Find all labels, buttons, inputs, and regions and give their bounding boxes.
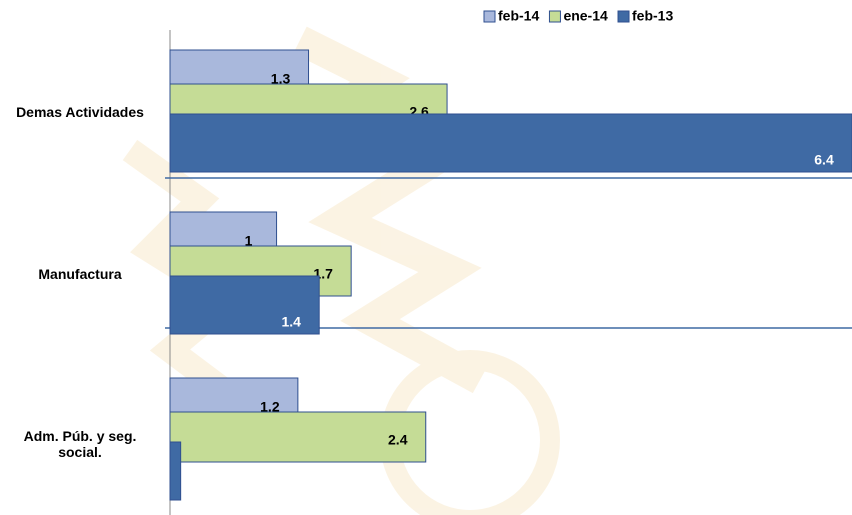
value-label: 1 — [245, 233, 253, 249]
legend-label: feb-14 — [498, 8, 539, 24]
value-label: 1.4 — [281, 314, 301, 330]
category-label: Demas Actividades — [16, 104, 144, 120]
category-label: Adm. Púb. y seg. social. — [23, 428, 137, 460]
legend-swatch — [548, 10, 561, 23]
bar — [169, 113, 852, 173]
bar — [169, 275, 320, 335]
value-label: 2.4 — [388, 432, 408, 448]
value-label: 6.4 — [814, 152, 834, 168]
bar — [169, 441, 182, 501]
category-label: Manufactura — [38, 266, 122, 282]
value-label: 0.1 — [182, 480, 202, 496]
value-label: 1.3 — [271, 71, 291, 87]
legend-swatch — [483, 10, 496, 23]
bar — [169, 411, 427, 463]
value-label: 1.2 — [260, 399, 280, 415]
legend-label: feb-13 — [632, 8, 673, 24]
legend-label: ene-14 — [563, 8, 608, 24]
legend-swatch — [617, 10, 630, 23]
